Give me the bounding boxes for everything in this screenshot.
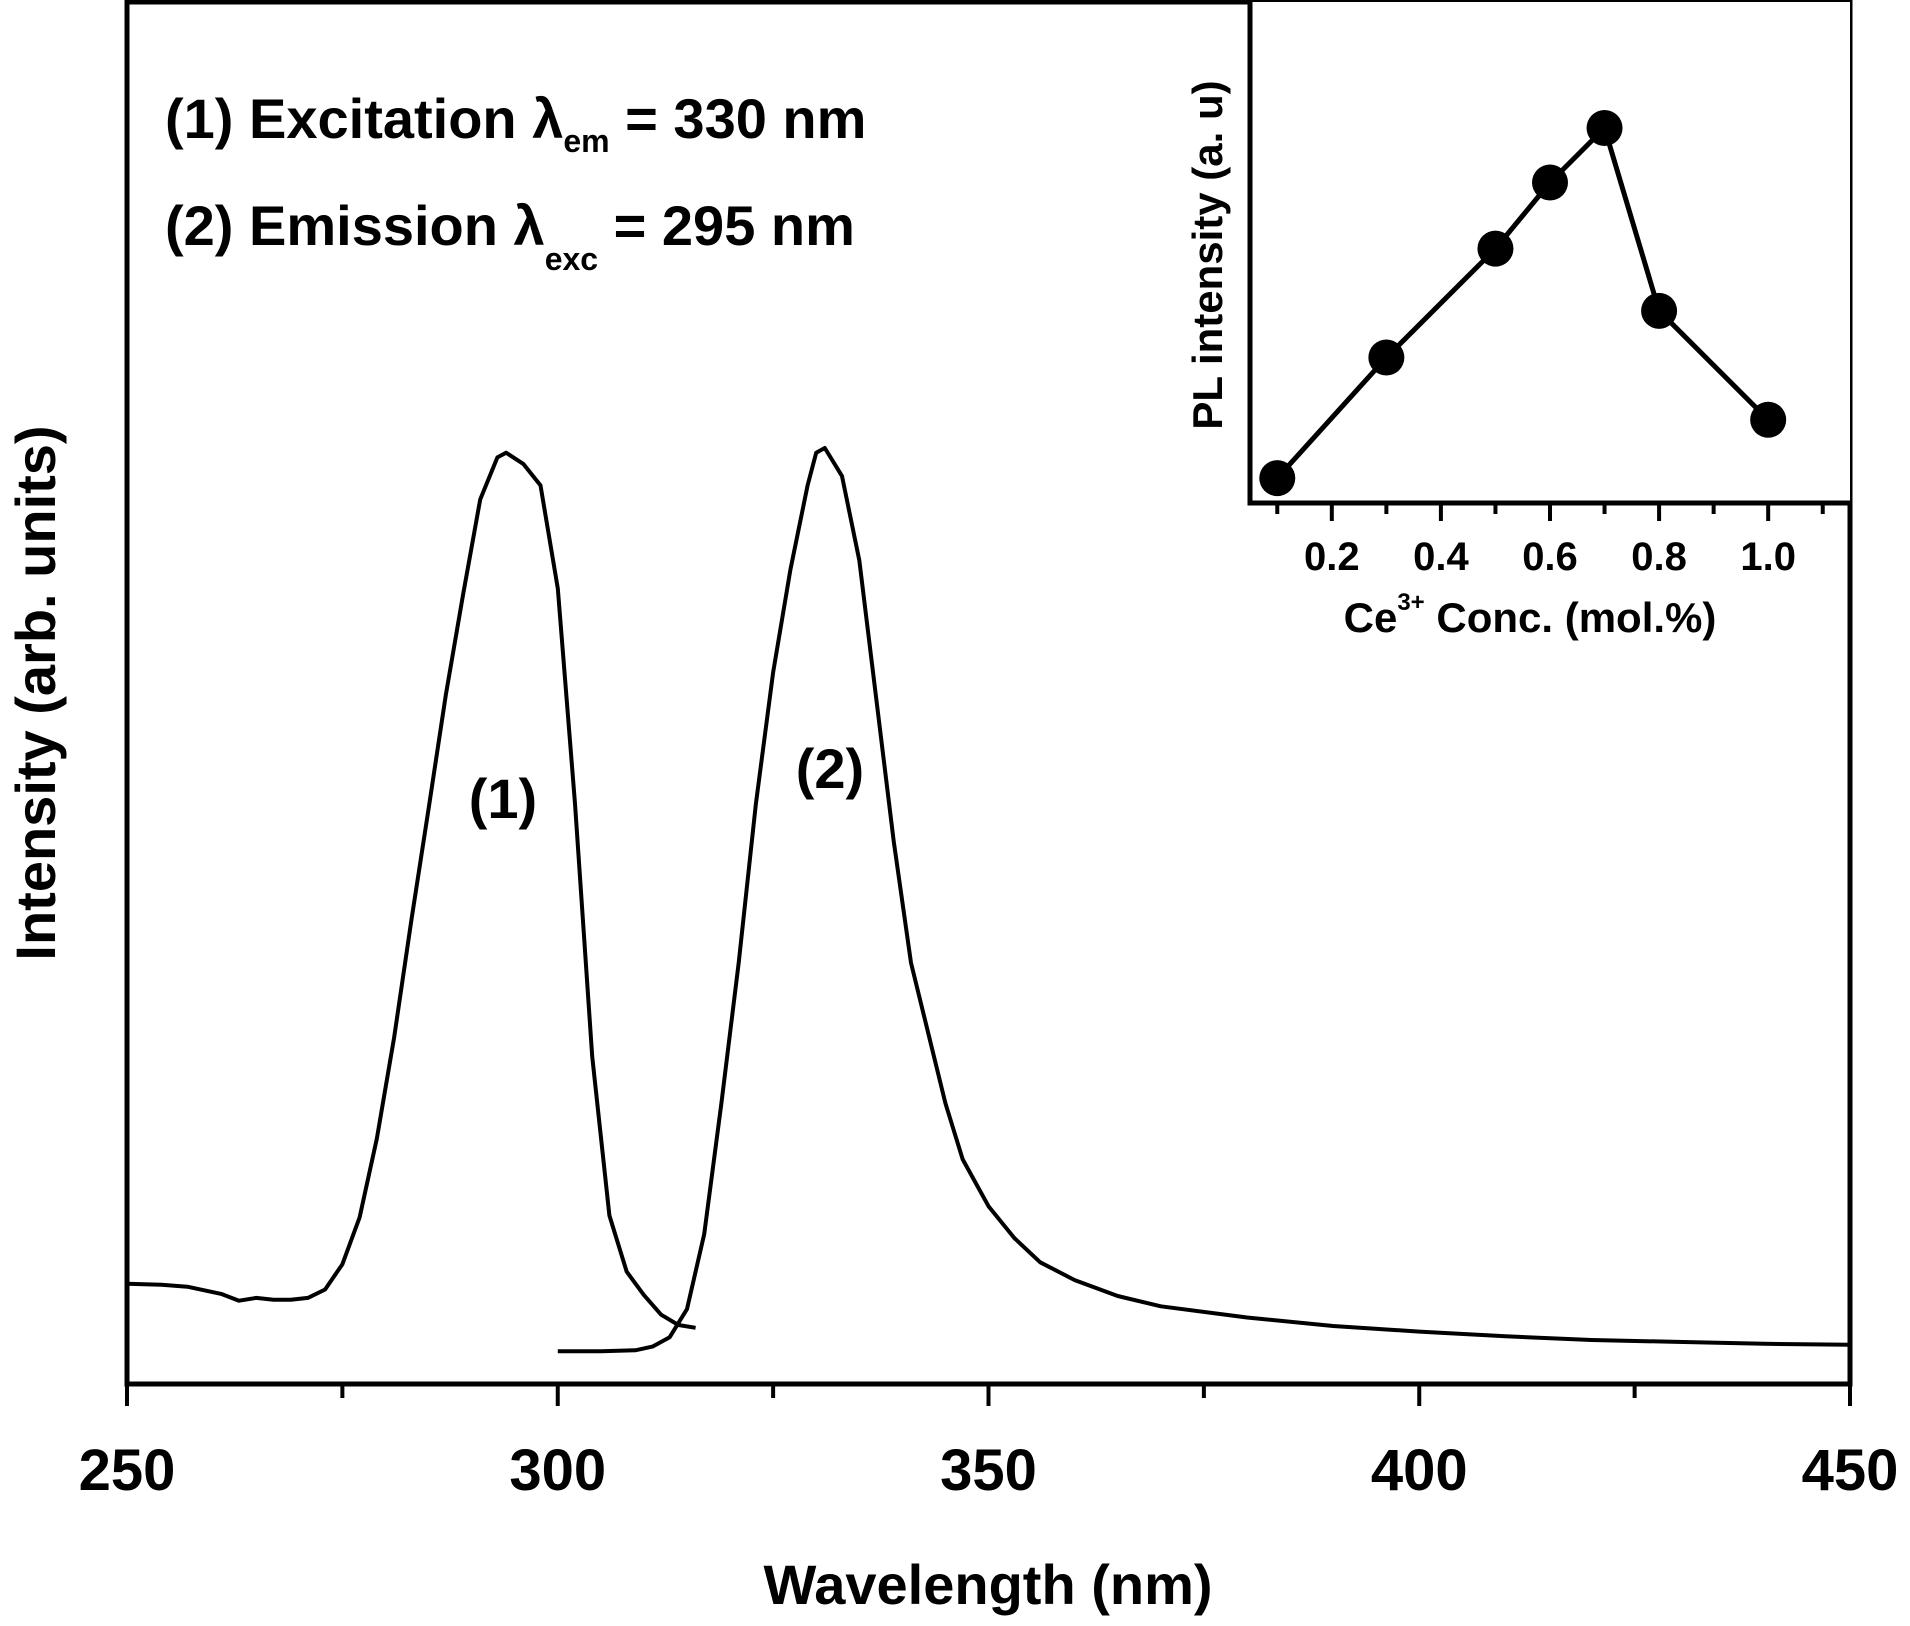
inset-data-point [1532, 164, 1568, 201]
main-x-tick-label: 450 [1802, 1438, 1899, 1503]
inset-data-point [1477, 230, 1514, 267]
main-x-axis-label: Wavelength (nm) [763, 1553, 1212, 1616]
main-x-tick-label: 250 [79, 1438, 176, 1503]
main-x-tick-labels: 250 300 350 400 450 [79, 1438, 1899, 1503]
inset-data-point [1641, 292, 1678, 329]
inset-series-group [1259, 110, 1787, 497]
inset-data-point [1750, 401, 1787, 438]
inset-x-axis-label: Ce3+ Conc. (mol.%) [1344, 589, 1717, 641]
inset-data-point [1259, 460, 1296, 497]
inset-x-tick-label: 0.4 [1413, 535, 1469, 579]
inset-x-tick-label: 0.6 [1522, 535, 1578, 579]
inset-x-tick-label: 0.8 [1631, 535, 1687, 579]
series-line-emission [557, 446, 1851, 1354]
inset-data-point [1368, 339, 1405, 376]
inset-frame [1247, 0, 1850, 506]
inset-x-ticks [1275, 503, 1825, 521]
main-x-ticks [125, 1384, 1852, 1406]
annotation-excitation: (1) [469, 767, 537, 830]
annotation-emission: (2) [796, 737, 864, 800]
inset-frame-bg [1250, 2, 1850, 502]
inset-data-point [1586, 110, 1623, 146]
main-series-group [126, 446, 1851, 1354]
legend-entry-excitation: (1) Excitation λem = 330 nm [165, 87, 866, 159]
main-x-tick-label: 400 [1371, 1438, 1468, 1503]
inset-y-axis-label: PL intensity (a. u) [1184, 80, 1231, 429]
main-y-axis-label: Intensity (arb. units) [4, 425, 67, 960]
series-line-excitation [126, 450, 696, 1330]
inset-x-tick-labels: 0.2 0.4 0.6 0.8 1.0 [1304, 535, 1796, 579]
main-x-tick-label: 350 [940, 1438, 1037, 1503]
inset-x-tick-label: 0.2 [1304, 535, 1360, 579]
main-x-tick-label: 300 [509, 1438, 606, 1503]
legend-entry-emission: (2) Emission λexc = 295 nm [165, 194, 855, 277]
inset-x-tick-label: 1.0 [1740, 535, 1796, 579]
